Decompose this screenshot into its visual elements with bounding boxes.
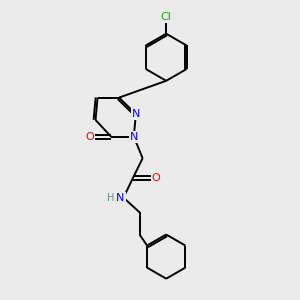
Text: N: N <box>116 193 125 203</box>
Text: Cl: Cl <box>161 12 172 22</box>
Text: N: N <box>130 132 138 142</box>
Text: H: H <box>106 193 114 203</box>
Text: N: N <box>132 109 140 119</box>
Text: O: O <box>85 132 94 142</box>
Text: O: O <box>152 173 160 183</box>
